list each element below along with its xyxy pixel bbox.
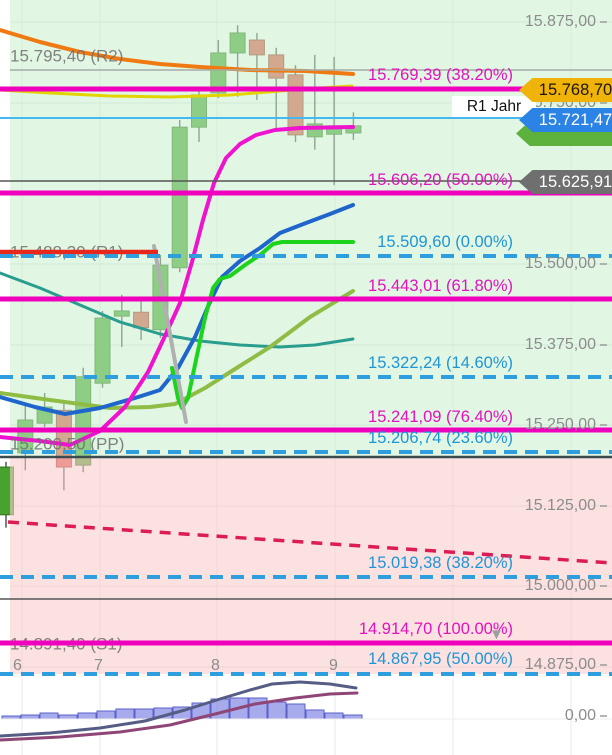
volume-bar xyxy=(96,710,116,720)
price-tag-blue-value: 15.721,47 xyxy=(538,111,612,129)
background-zone xyxy=(10,0,612,457)
volume-bar xyxy=(134,708,154,720)
indicator-vol-ma-slate xyxy=(0,680,358,738)
price-tag-yellow: 15.768,70 xyxy=(519,78,612,102)
marker-arrow-icon: ▼ xyxy=(489,626,504,643)
volume-bar xyxy=(286,703,306,720)
volume-bar xyxy=(305,709,325,720)
volume-bar xyxy=(343,714,363,720)
trend-dashed-crimson xyxy=(7,520,612,565)
r1-jahr-label: R1 Jahr xyxy=(452,96,536,117)
pivot-label: 15.200,50 (PP) xyxy=(10,434,124,453)
price-tag-blue: 15.721,47 xyxy=(519,108,612,132)
price-tag-gray: 15.625,91 xyxy=(519,170,612,194)
volume-bar xyxy=(58,714,78,720)
indicator-trendline-gray xyxy=(152,244,188,424)
volume-bar xyxy=(115,708,135,720)
indicator-ma-blue xyxy=(0,203,355,416)
volume-bar xyxy=(77,712,97,720)
volume-bar xyxy=(39,712,59,720)
volume-bar xyxy=(20,714,40,720)
indicator-ema-magenta xyxy=(0,125,355,447)
price-tag-yellow-value: 15.768,70 xyxy=(538,81,612,99)
background-zone xyxy=(10,457,612,674)
pivot-label: 15.795,40 (R2) xyxy=(10,46,123,65)
volume-bar xyxy=(267,701,287,720)
price-tag-gray-value: 15.625,91 xyxy=(538,173,612,191)
volume-bar xyxy=(324,712,344,720)
indicator-vol-ma-plum xyxy=(0,691,359,742)
